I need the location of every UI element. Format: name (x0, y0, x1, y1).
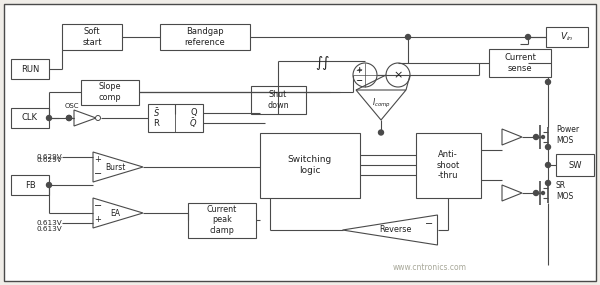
Text: 0.613V: 0.613V (36, 226, 62, 232)
Text: −: − (355, 76, 362, 85)
Circle shape (542, 192, 545, 194)
Polygon shape (502, 129, 522, 145)
Circle shape (67, 115, 71, 121)
Circle shape (47, 182, 52, 188)
Circle shape (545, 180, 551, 186)
Text: Current
peak
clamp: Current peak clamp (207, 205, 237, 235)
Text: Shut
down: Shut down (267, 90, 289, 110)
Text: FB: FB (25, 180, 35, 190)
Text: 0.613V: 0.613V (36, 220, 62, 226)
Bar (11, 108, 49, 128)
Text: CLK: CLK (22, 113, 38, 123)
Circle shape (533, 190, 539, 196)
Bar (556, 154, 594, 176)
Text: $I_{comp}$: $I_{comp}$ (371, 97, 391, 110)
Text: Bandgap
reference: Bandgap reference (185, 27, 226, 47)
Text: Q: Q (190, 109, 197, 117)
Bar (81, 80, 139, 105)
Text: $V_{in}$: $V_{in}$ (560, 31, 574, 43)
Text: −: − (94, 169, 102, 179)
Text: Burst: Burst (105, 162, 125, 172)
Bar (160, 24, 250, 50)
Text: +: + (356, 67, 362, 73)
Text: Switching
logic: Switching logic (288, 155, 332, 175)
Text: ∫∫: ∫∫ (315, 56, 329, 70)
Bar (415, 133, 481, 198)
Circle shape (95, 115, 101, 121)
Text: Current
sense: Current sense (504, 53, 536, 73)
Text: SW: SW (568, 160, 582, 170)
Circle shape (353, 63, 377, 87)
Circle shape (545, 162, 551, 168)
Bar (62, 24, 122, 50)
Text: 0.629V: 0.629V (36, 157, 62, 163)
Polygon shape (74, 110, 96, 126)
Polygon shape (343, 215, 437, 245)
Bar (251, 86, 305, 114)
Text: −: − (94, 201, 102, 211)
Circle shape (47, 115, 52, 121)
Text: +: + (95, 215, 101, 225)
Text: RUN: RUN (21, 64, 39, 74)
Polygon shape (356, 90, 406, 120)
Polygon shape (502, 185, 522, 201)
Text: SR
MOS: SR MOS (556, 181, 573, 201)
Text: Slope
comp: Slope comp (98, 82, 121, 102)
Text: R: R (154, 119, 160, 127)
Circle shape (386, 63, 410, 87)
Text: Power
MOS: Power MOS (556, 125, 579, 145)
Text: 0.629V: 0.629V (36, 154, 62, 160)
Bar (489, 49, 551, 77)
Bar (188, 203, 256, 237)
Circle shape (533, 135, 539, 139)
Text: Reverse: Reverse (379, 225, 411, 235)
Text: OSC: OSC (65, 103, 79, 109)
Text: Anti-
shoot
-thru: Anti- shoot -thru (436, 150, 460, 180)
Circle shape (526, 34, 530, 40)
Circle shape (542, 135, 545, 139)
Circle shape (67, 115, 71, 121)
Text: EA: EA (110, 209, 120, 217)
Text: $\bar{S}$: $\bar{S}$ (153, 107, 160, 119)
Text: +: + (355, 66, 362, 75)
Text: $\bar{Q}$: $\bar{Q}$ (190, 116, 197, 130)
Bar (260, 133, 360, 198)
Text: −: − (425, 219, 434, 229)
Circle shape (545, 80, 551, 84)
Text: +: + (95, 156, 101, 164)
Text: ×: × (394, 70, 403, 80)
Bar (11, 59, 49, 79)
Bar (11, 175, 49, 195)
Circle shape (379, 130, 383, 135)
Polygon shape (93, 198, 143, 228)
Circle shape (545, 144, 551, 150)
Bar (546, 27, 588, 47)
Circle shape (406, 34, 410, 40)
Polygon shape (93, 152, 143, 182)
Text: www.cntronics.com: www.cntronics.com (393, 262, 467, 272)
Bar (148, 104, 203, 132)
Text: −: − (356, 78, 362, 84)
Text: Soft
start: Soft start (82, 27, 102, 47)
